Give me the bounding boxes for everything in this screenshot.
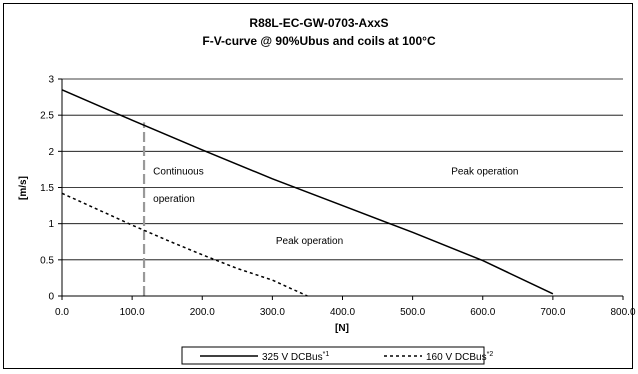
chart-frame	[3, 3, 633, 369]
gridlines	[58, 78, 624, 300]
x-tick-label-6: 600.0	[470, 307, 495, 318]
y-tick-labels: 0 0.5 1 1.5 2 2.5 3	[40, 75, 54, 303]
y-tick-label-5: 2.5	[40, 111, 54, 122]
legend: 325 V DCBus*1 160 V DCBus*2	[181, 346, 493, 365]
legend-label-325v: 325 V DCBus*1	[262, 351, 329, 363]
legend-label-160v-sup: *2	[487, 351, 494, 358]
legend-box	[181, 346, 485, 365]
legend-label-160v-name: 160 V DCBus	[426, 352, 487, 363]
y-tick-label-6: 3	[48, 75, 54, 86]
x-tick-label-4: 400.0	[330, 307, 355, 318]
x-tick-label-0: 0.0	[55, 307, 69, 318]
x-tick-label-5: 500.0	[400, 307, 425, 318]
chart-title: R88L-EC-GW-0703-AxxS	[249, 16, 388, 30]
x-axis-label: [N]	[335, 323, 349, 334]
annotation-0: Continuous	[153, 166, 204, 177]
x-tick-label-7: 700.0	[540, 307, 565, 318]
y-tick-label-4: 2	[48, 147, 54, 158]
y-axis-label: [m/s]	[18, 176, 29, 200]
x-tick-label-3: 300.0	[260, 307, 285, 318]
chart-subtitle: F-V-curve @ 90%Ubus and coils at 100°C	[202, 34, 436, 48]
legend-label-160v: 160 V DCBus*2	[426, 351, 493, 363]
annotation-1: operation	[153, 194, 195, 205]
annotations: Continuous operation Peak operation Peak op…	[153, 166, 518, 246]
y-tick-label-0: 0	[48, 292, 54, 303]
y-tick-label-2: 1	[48, 219, 54, 230]
legend-label-325v-sup: *1	[323, 351, 330, 358]
annotation-2: Peak operation	[451, 166, 518, 177]
y-tick-label-3: 1.5	[40, 183, 54, 194]
x-tick-label-8: 800.0	[610, 307, 635, 318]
x-tick-label-1: 100.0	[120, 307, 145, 318]
y-tick-label-1: 0.5	[40, 255, 54, 266]
legend-label-325v-name: 325 V DCBus	[262, 352, 323, 363]
series-line-1	[61, 192, 308, 297]
series-line-0	[61, 89, 554, 295]
series-lines	[61, 89, 554, 297]
x-tick-labels: 0.0 100.0 200.0 300.0 400.0 500.0 600.0 700.0 80…	[55, 307, 636, 318]
annotation-3: Peak operation	[276, 236, 343, 247]
x-tick-label-2: 200.0	[190, 307, 215, 318]
